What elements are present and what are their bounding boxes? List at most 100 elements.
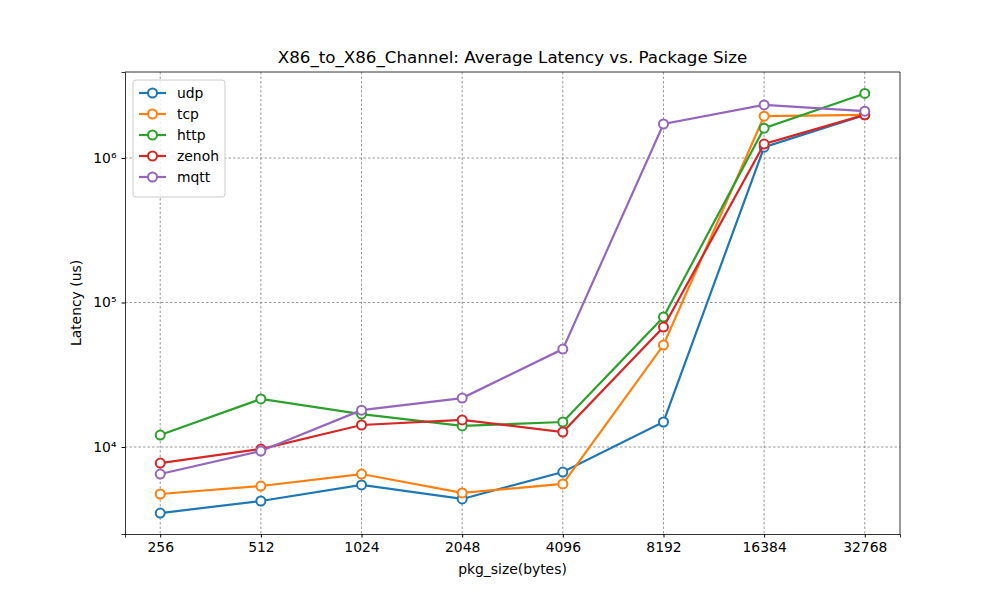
data-point xyxy=(458,415,467,424)
x-tick-mark xyxy=(663,534,664,538)
data-point xyxy=(256,447,265,456)
legend-label: zenoh xyxy=(177,148,219,164)
x-axis-label: pkg_size(bytes) xyxy=(458,561,567,577)
y-tick-label: 10⁴ xyxy=(93,439,117,455)
data-point xyxy=(760,100,769,109)
data-point xyxy=(156,470,165,479)
series-zenoh xyxy=(156,110,870,467)
x-tick-label: 32768 xyxy=(843,539,887,555)
y-tick: 10⁴ xyxy=(93,439,125,455)
y-tick-mark xyxy=(122,158,126,159)
title: X86_to_X86_Channel: Average Latency vs. … xyxy=(278,47,748,68)
data-point xyxy=(256,482,265,491)
grid-line-y xyxy=(125,447,900,448)
x-tick: 512 xyxy=(248,534,275,555)
series-udp xyxy=(156,110,870,517)
y-tick: 10⁶ xyxy=(93,150,125,166)
x-tick-label: 2048 xyxy=(445,539,480,555)
data-point xyxy=(558,417,567,426)
data-point xyxy=(458,394,467,403)
x-tick-label: 256 xyxy=(147,539,174,555)
data-point xyxy=(558,428,567,437)
legend-entry: tcp xyxy=(139,106,199,122)
y-tick: 10⁵ xyxy=(93,294,125,310)
x-tick-label: 8192 xyxy=(646,539,681,555)
data-point xyxy=(357,406,366,415)
x-tick-label: 512 xyxy=(248,539,275,555)
legend-label: tcp xyxy=(177,106,199,122)
x-tick: 32768 xyxy=(843,534,887,555)
legend-marker xyxy=(148,173,157,182)
series-line xyxy=(160,115,865,513)
legend-entry: mqtt xyxy=(139,169,211,185)
x-tick-mark xyxy=(160,534,161,538)
data-point xyxy=(156,431,165,440)
data-point xyxy=(659,341,668,350)
x-tick: 8192 xyxy=(646,534,681,555)
x-tick-mark xyxy=(865,534,866,538)
grid-line-x xyxy=(663,72,664,534)
data-point xyxy=(357,421,366,430)
series-mqtt xyxy=(156,100,870,478)
legend-frame xyxy=(133,80,225,197)
y-tick-mark xyxy=(122,303,126,304)
x-tick-mark xyxy=(764,534,765,538)
x-tick-mark xyxy=(261,534,262,538)
series-line xyxy=(160,93,865,435)
grid-line-x xyxy=(462,72,463,534)
series-line xyxy=(160,115,865,494)
data-point xyxy=(860,107,869,116)
data-point xyxy=(256,394,265,403)
legend-marker xyxy=(148,89,157,98)
series-http xyxy=(156,89,870,440)
plot-area xyxy=(156,89,870,518)
grid-line-x xyxy=(361,72,362,534)
frame-right xyxy=(900,72,901,534)
data-point xyxy=(558,345,567,354)
grid-line-x xyxy=(864,72,865,534)
legend-entry: udp xyxy=(139,85,204,101)
y-tick-label: 10⁶ xyxy=(93,150,117,166)
legend-label: mqtt xyxy=(177,169,211,185)
series-line xyxy=(160,105,865,474)
legend-label: http xyxy=(177,127,206,143)
legend-marker xyxy=(148,131,157,140)
x-axis-line xyxy=(126,535,901,538)
y-tick-label: 10⁵ xyxy=(93,294,116,310)
data-point xyxy=(659,120,668,129)
grid-line-y xyxy=(125,302,900,303)
data-point xyxy=(458,488,467,497)
x-tick-label: 1024 xyxy=(344,539,380,555)
x-tick: 16384 xyxy=(743,534,787,555)
grid-line-y xyxy=(125,158,900,159)
data-point xyxy=(760,124,769,133)
y-axis-line xyxy=(122,73,126,535)
data-point xyxy=(860,89,869,98)
legend-marker xyxy=(148,152,157,161)
legend-label: udp xyxy=(177,85,204,101)
x-tick-mark xyxy=(362,534,363,538)
legend-entry: zenoh xyxy=(139,148,219,164)
data-point xyxy=(558,479,567,488)
data-point xyxy=(659,417,668,426)
x-tick-label: 16384 xyxy=(743,539,787,555)
y-axis: 10⁴ 10⁵ 10⁶ xyxy=(93,73,125,535)
x-axis: 256 512 1024 2048 4096 8192 16384 32768 xyxy=(126,534,901,555)
data-point xyxy=(558,468,567,477)
data-point xyxy=(760,112,769,121)
data-point xyxy=(760,140,769,149)
data-point xyxy=(156,489,165,498)
chart: 2565121024204840968192163843276810⁴10⁵10… xyxy=(0,0,1000,600)
x-tick: 2048 xyxy=(445,534,480,555)
background xyxy=(0,0,1000,600)
data-point xyxy=(357,480,366,489)
y-tick-mark xyxy=(122,447,126,448)
x-tick-mark xyxy=(563,534,564,538)
grid xyxy=(125,72,900,534)
x-tick-label: 4096 xyxy=(546,539,581,555)
x-tick: 1024 xyxy=(344,534,380,555)
legend-marker xyxy=(148,110,157,119)
data-point xyxy=(659,323,668,332)
y-axis-label: Latency (us) xyxy=(68,260,84,346)
grid-line-x xyxy=(260,72,261,534)
